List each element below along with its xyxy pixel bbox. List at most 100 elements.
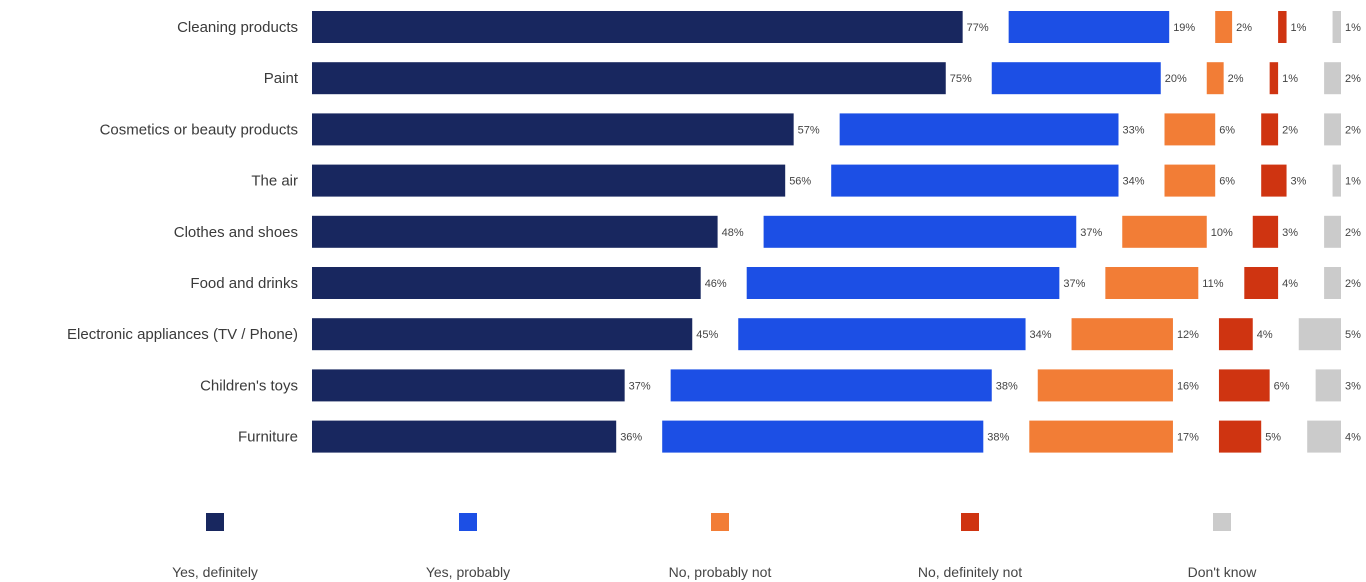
bar-row: Food and drinks 46% 37% 11% 4% 2%: [190, 267, 1361, 299]
data-label: 2%: [1345, 73, 1361, 85]
bar-segment: [1315, 369, 1341, 402]
data-label: 34%: [1030, 329, 1052, 341]
bar-segment: [312, 215, 718, 248]
legend-item: No, definitely not: [918, 513, 1022, 580]
legend-item: Don't know: [1188, 513, 1258, 580]
category-label: Food and drinks: [190, 275, 298, 292]
bar-row: Cleaning products 77% 19% 2% 1% 1%: [177, 11, 1361, 43]
data-label: 48%: [722, 227, 744, 239]
bar-segment: [1218, 420, 1262, 453]
bar-segment: [1122, 215, 1207, 248]
bar-segment: [1324, 215, 1341, 248]
bar-segment: [1252, 215, 1279, 248]
bar-segment: [1307, 420, 1341, 453]
data-label: 3%: [1282, 227, 1298, 239]
data-label: 1%: [1345, 22, 1361, 34]
data-label: 19%: [1173, 22, 1195, 34]
data-label: 1%: [1282, 73, 1298, 85]
bar-segment: [312, 164, 786, 197]
category-label: The air: [251, 173, 298, 190]
legend-label: Don't know: [1188, 564, 1258, 580]
data-label: 2%: [1236, 22, 1252, 34]
data-label: 2%: [1345, 227, 1361, 239]
legend-label: Yes, probably: [426, 564, 510, 580]
bar-segment: [1278, 11, 1287, 43]
legend-swatch: [206, 513, 224, 531]
bar-segment: [738, 318, 1026, 351]
bar-segment: [312, 11, 963, 43]
bar-segment: [839, 113, 1119, 146]
data-label: 33%: [1123, 124, 1145, 136]
bar-row: Electronic appliances (TV / Phone) 45% 34%…: [67, 318, 1361, 351]
legend-swatch: [459, 513, 477, 531]
data-label: 5%: [1345, 329, 1361, 341]
bar-segment: [1218, 369, 1270, 402]
data-label: 4%: [1257, 329, 1273, 341]
category-label: Cosmetics or beauty products: [100, 121, 298, 138]
legend-label: No, probably not: [669, 564, 772, 580]
data-label: 56%: [789, 176, 811, 188]
bar-segment: [1029, 420, 1173, 453]
bar-segment: [312, 318, 693, 351]
category-label: Electronic appliances (TV / Phone): [67, 326, 298, 343]
bar-segment: [1218, 318, 1253, 351]
bar-row: Cosmetics or beauty products 57% 33% 6% 2% 2%: [100, 113, 1361, 146]
legend-label: Yes, definitely: [172, 564, 258, 580]
data-label: 34%: [1123, 176, 1145, 188]
bar-segment: [662, 420, 984, 453]
data-label: 2%: [1345, 278, 1361, 290]
bar-segment: [991, 62, 1161, 95]
bar-segment: [312, 369, 625, 402]
bar-segment: [1269, 62, 1279, 95]
data-label: 75%: [950, 73, 972, 85]
bar-segment: [1324, 62, 1341, 95]
data-label: 16%: [1177, 380, 1199, 392]
legend-label: No, definitely not: [918, 564, 1022, 580]
bar-segment: [670, 369, 992, 402]
data-label: 17%: [1177, 432, 1199, 444]
bar-segment: [312, 420, 617, 453]
bar-segment: [1215, 11, 1233, 43]
bar-row: The air 56% 34% 6% 3% 1%: [251, 164, 1361, 197]
data-label: 20%: [1165, 73, 1187, 85]
data-label: 1%: [1291, 22, 1307, 34]
data-label: 46%: [705, 278, 727, 290]
data-label: 37%: [1080, 227, 1102, 239]
legend-item: Yes, definitely: [172, 513, 258, 580]
data-label: 38%: [987, 432, 1009, 444]
data-label: 2%: [1345, 124, 1361, 136]
bar-row: Furniture 36% 38% 17% 5% 4%: [238, 420, 1361, 453]
bar-segment: [1037, 369, 1173, 402]
data-label: 38%: [996, 380, 1018, 392]
category-label: Cleaning products: [177, 19, 298, 36]
bar-segment: [1261, 164, 1287, 197]
legend: Yes, definitely Yes, probably No, probably…: [172, 513, 1257, 580]
data-label: 57%: [798, 124, 820, 136]
category-label: Clothes and shoes: [174, 224, 298, 241]
bar-segment: [1008, 11, 1170, 43]
bar-segment: [1298, 318, 1341, 351]
data-label: 12%: [1177, 329, 1199, 341]
bar-segment: [1206, 62, 1224, 95]
data-label: 6%: [1274, 380, 1290, 392]
bar-segment: [746, 267, 1060, 299]
data-label: 37%: [1063, 278, 1085, 290]
bar-row: Paint 75% 20% 2% 1% 2%: [264, 62, 1361, 95]
data-label: 5%: [1265, 432, 1281, 444]
data-label: 4%: [1282, 278, 1298, 290]
data-label: 2%: [1282, 124, 1298, 136]
data-label: 6%: [1219, 124, 1235, 136]
data-label: 36%: [620, 432, 642, 444]
data-label: 77%: [967, 22, 989, 34]
legend-swatch: [961, 513, 979, 531]
legend-item: No, probably not: [669, 513, 772, 580]
bar-segment: [312, 62, 946, 95]
data-label: 3%: [1345, 380, 1361, 392]
bar-segment: [1332, 11, 1341, 43]
data-label: 1%: [1345, 176, 1361, 188]
category-label: Children's toys: [200, 377, 298, 394]
category-label: Paint: [264, 70, 299, 87]
bar-segment: [1244, 267, 1279, 299]
data-label: 6%: [1219, 176, 1235, 188]
bar-segment: [831, 164, 1119, 197]
